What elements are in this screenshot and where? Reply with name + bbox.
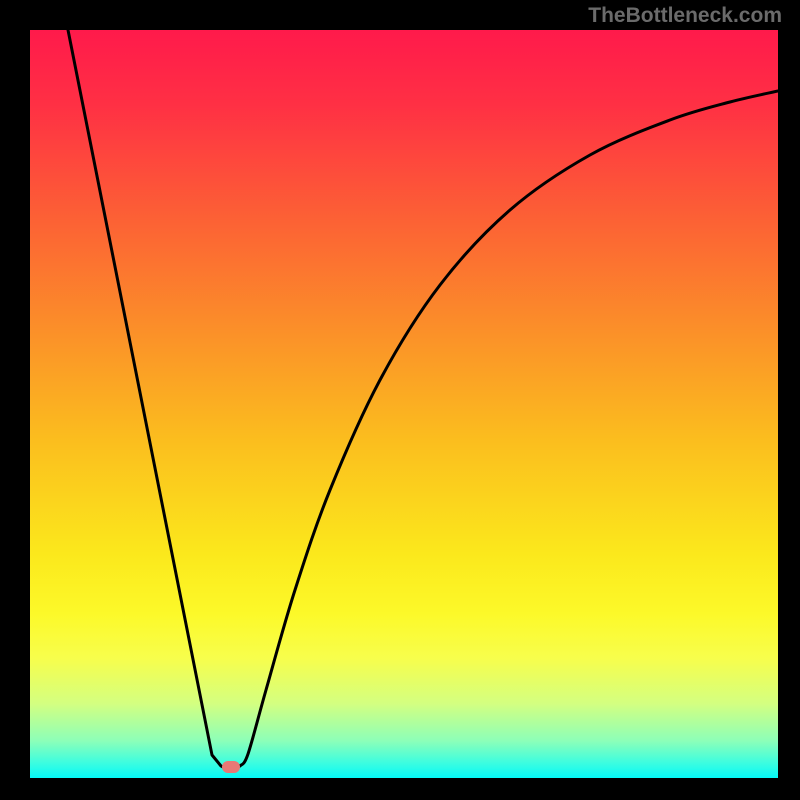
plot-area bbox=[30, 30, 778, 778]
curve-layer bbox=[30, 30, 778, 778]
optimum-marker bbox=[222, 761, 240, 773]
bottleneck-curve bbox=[68, 30, 778, 769]
chart-container: TheBottleneck.com bbox=[0, 0, 800, 800]
watermark-text: TheBottleneck.com bbox=[588, 4, 782, 28]
